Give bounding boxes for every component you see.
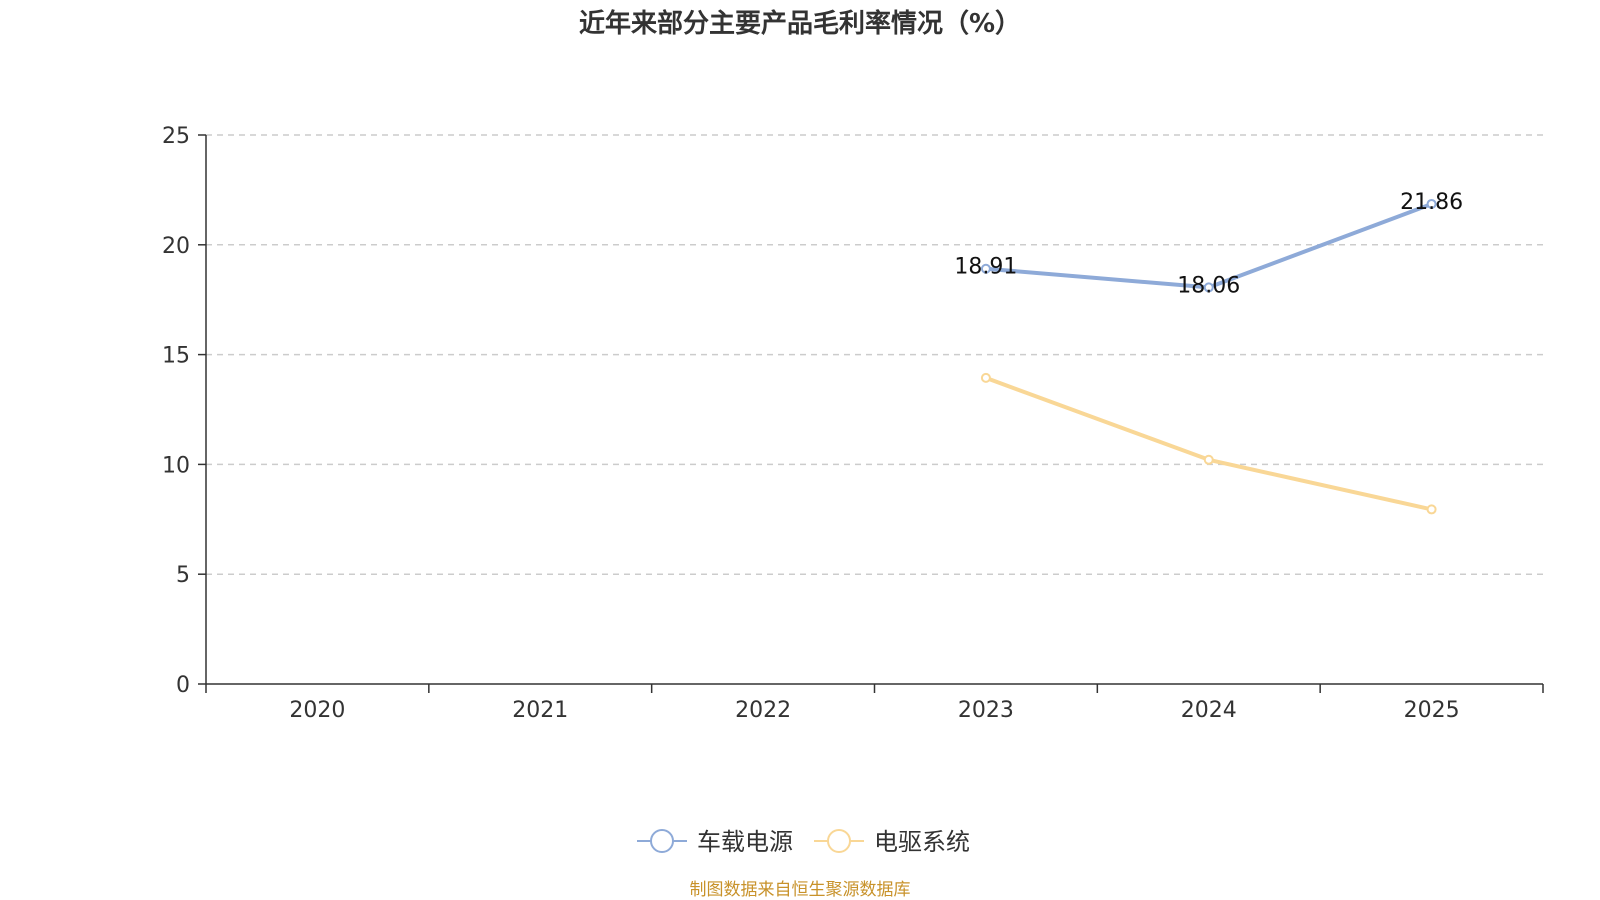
data-point[interactable] [1426, 504, 1437, 515]
legend[interactable]: 车载电源 电驱系统 [637, 828, 970, 856]
data-point[interactable] [1426, 198, 1437, 209]
data-point[interactable] [1203, 282, 1214, 293]
series-lines [980, 198, 1437, 515]
source-note: 制图数据来自恒生聚源数据库 [690, 880, 911, 900]
y-tick-label: 10 [162, 453, 190, 478]
legend-marker [827, 829, 851, 853]
x-tick-label: 2022 [735, 698, 791, 723]
data-label: 21.86 [1400, 190, 1463, 215]
data-label: 18.06 [1177, 273, 1240, 298]
data-point[interactable] [1203, 454, 1214, 465]
x-tick-label: 2024 [1181, 698, 1237, 723]
x-tick-label: 2023 [958, 698, 1014, 723]
x-tick-label: 2021 [512, 698, 568, 723]
y-tick-label: 5 [176, 563, 190, 588]
data-labels: 18.91 18.06 21.86 [954, 190, 1463, 298]
legend-item-1[interactable]: 车载电源 [637, 828, 793, 856]
data-label: 18.91 [954, 255, 1017, 280]
x-tick-label: 2025 [1404, 698, 1460, 723]
y-tick-label: 20 [162, 234, 190, 259]
chart-title: 近年来部分主要产品毛利率情况（%） [579, 8, 1021, 39]
series-line-2[interactable] [983, 375, 1434, 512]
legend-label: 车载电源 [697, 828, 793, 856]
x-tick-label: 2020 [289, 698, 345, 723]
y-tick-label: 25 [162, 124, 190, 149]
gridlines [206, 134, 1543, 575]
y-tick-label: 0 [176, 673, 190, 698]
data-point[interactable] [980, 263, 991, 274]
legend-marker [650, 829, 674, 853]
legend-item-2[interactable]: 电驱系统 [814, 828, 970, 856]
y-tick-label: 15 [162, 344, 190, 369]
legend-label: 电驱系统 [874, 828, 970, 856]
data-point[interactable] [980, 372, 991, 383]
